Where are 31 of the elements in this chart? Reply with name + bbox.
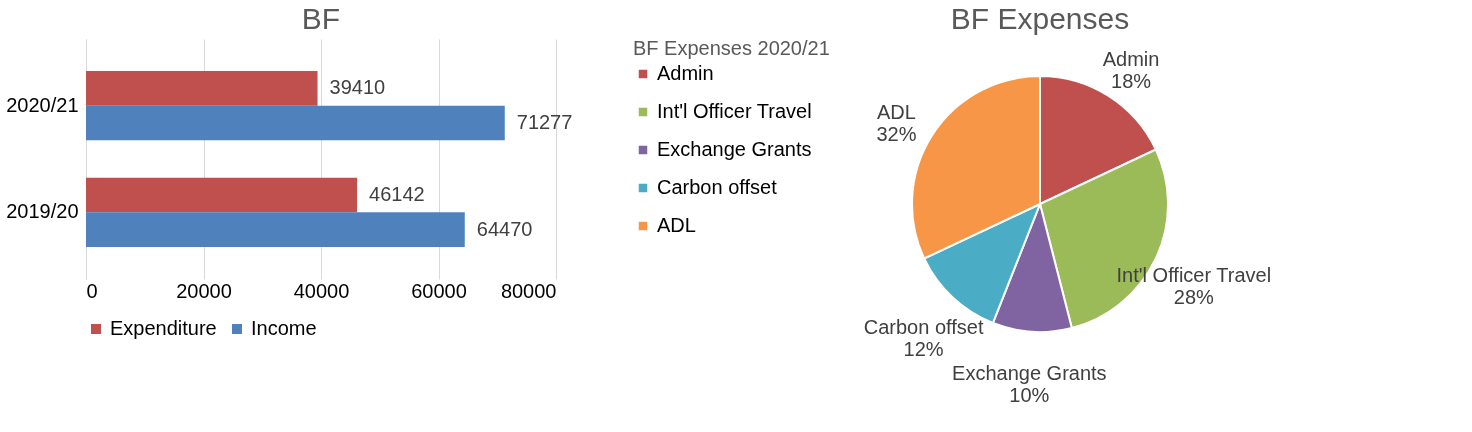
y-tick-label: 2019/20 — [6, 200, 79, 223]
slice-label: Exchange Grants — [952, 361, 1107, 384]
legend-label: Int'l Officer Travel — [657, 100, 812, 122]
slice-label: Int'l Officer Travel — [1116, 264, 1272, 287]
legend-label: Admin — [657, 62, 714, 84]
legend-label: Expenditure — [110, 317, 217, 339]
slice-label: ADL — [877, 100, 916, 123]
x-tick-label: 60000 — [411, 279, 467, 302]
slice-label: Carbon offset — [863, 315, 984, 338]
data-label: 71277 — [516, 111, 573, 133]
legend-title: BF Expenses 2020/21 — [633, 37, 830, 59]
data-label: 28% — [1173, 286, 1215, 309]
y-tick-label: 2020/21 — [6, 93, 79, 116]
data-label: 10% — [1009, 383, 1050, 406]
chart-title: BF Expenses — [950, 2, 1130, 35]
slice-label: Admin — [1102, 48, 1160, 71]
x-tick-label: 80000 — [500, 279, 557, 302]
data-label: 32% — [876, 122, 917, 145]
legend-label: Income — [251, 317, 317, 339]
x-tick-label: 40000 — [293, 279, 350, 302]
data-label: 64470 — [476, 217, 533, 240]
data-label: 12% — [903, 337, 944, 360]
data-label: 46142 — [369, 183, 425, 205]
x-tick-label: 0 — [86, 279, 98, 302]
legend-label: Carbon offset — [657, 176, 778, 198]
legend-label: ADL — [657, 214, 696, 236]
chart-title: BF — [301, 2, 341, 35]
data-label: 39410 — [329, 76, 386, 99]
data-label: 18% — [1111, 70, 1152, 93]
x-tick-label: 20000 — [176, 279, 232, 302]
legend-label: Exchange Grants — [657, 138, 812, 160]
